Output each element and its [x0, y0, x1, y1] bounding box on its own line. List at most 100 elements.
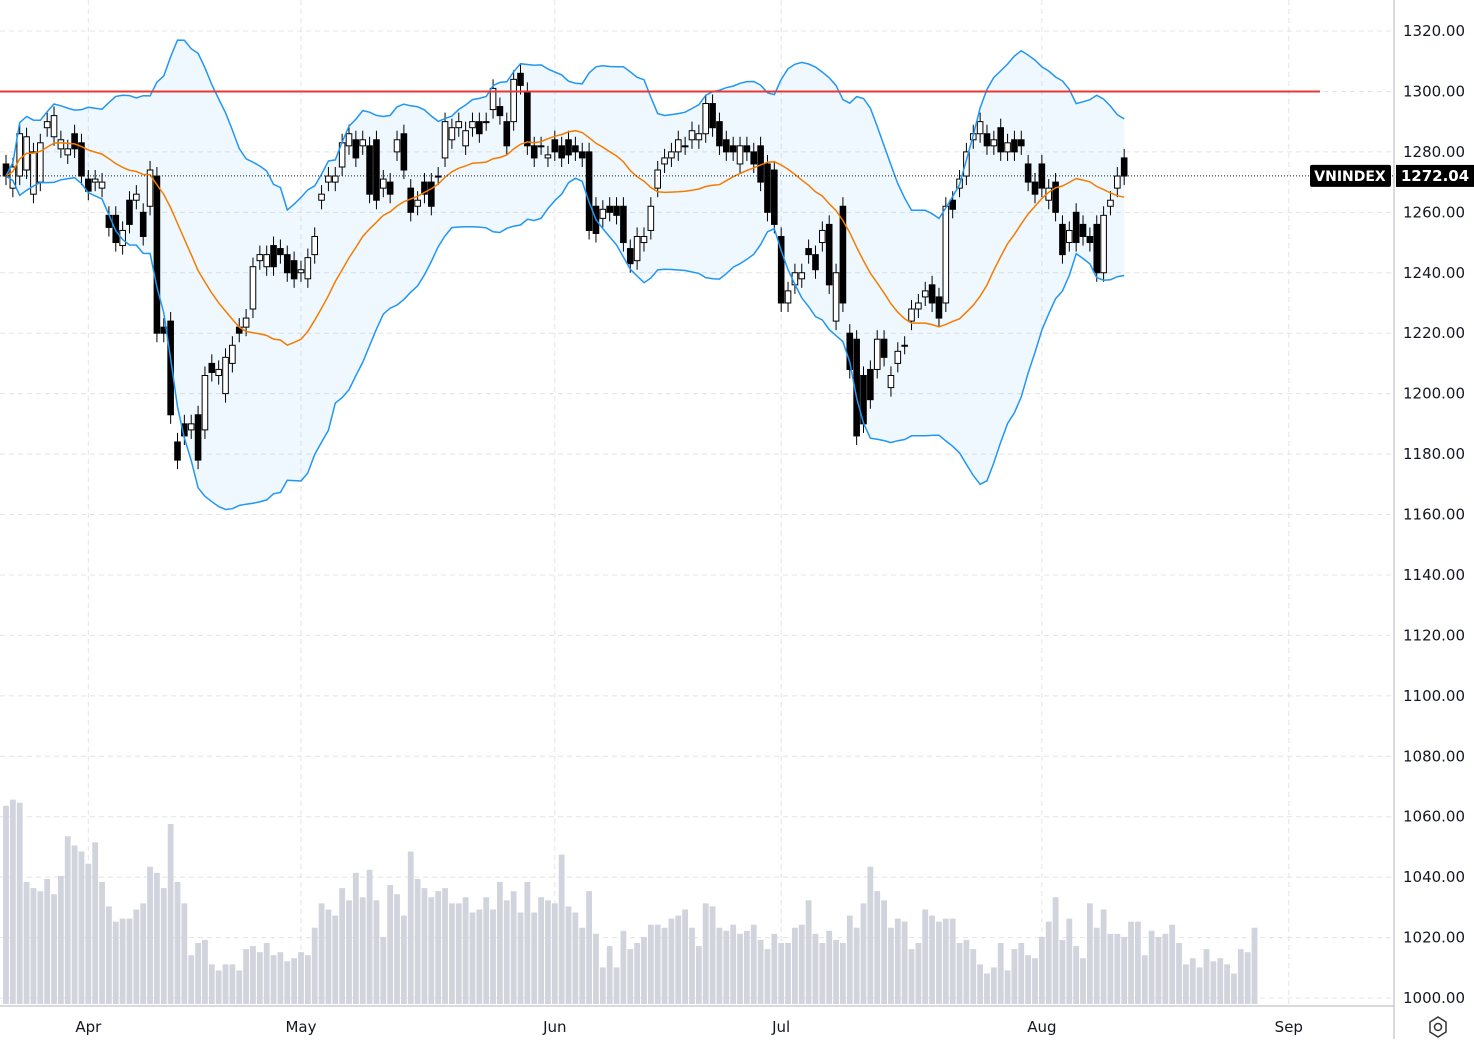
- volume-bar: [236, 970, 243, 1004]
- volume-bar: [483, 897, 490, 1004]
- time-axis[interactable]: AprMayJunJulAugSepOct: [0, 1005, 1474, 1036]
- volume-bar: [730, 924, 737, 1004]
- volume-bar: [812, 933, 819, 1004]
- volume-bar: [819, 943, 826, 1004]
- volume-bar: [1086, 903, 1093, 1004]
- candle-up: [599, 208, 607, 219]
- candle-up: [43, 121, 51, 129]
- candle-up: [915, 302, 922, 310]
- candle-down: [839, 205, 847, 304]
- candle-down: [935, 296, 943, 319]
- volume-bar: [1141, 955, 1148, 1004]
- volume-bar: [785, 943, 791, 1004]
- volume-bar: [915, 943, 922, 1004]
- candle-up: [640, 235, 648, 244]
- volume-bar: [263, 943, 270, 1004]
- volume-bar: [16, 802, 23, 1004]
- volume-bar: [579, 927, 586, 1004]
- volume-bar: [133, 909, 140, 1004]
- candle-up: [359, 139, 367, 147]
- volume-bar: [881, 900, 887, 1004]
- volume-bar: [599, 967, 606, 1004]
- price-tick-label: 1160.00: [1403, 506, 1465, 524]
- volume-bar: [1100, 909, 1107, 1004]
- candle-down: [880, 338, 888, 358]
- candle-down: [551, 139, 559, 153]
- volume-bar: [284, 961, 291, 1004]
- price-tick-label: 1240.00: [1403, 264, 1465, 282]
- price-tick-label: 1100.00: [1403, 687, 1465, 705]
- candle-down: [126, 199, 133, 225]
- volume-bar: [1210, 961, 1217, 1004]
- volume-bar: [702, 903, 709, 1004]
- volume-bar: [1237, 949, 1244, 1004]
- volume-bar: [894, 918, 901, 1004]
- candle-down: [729, 145, 737, 153]
- candle-up: [976, 121, 984, 135]
- candle-down: [1017, 139, 1025, 147]
- volume-bar: [860, 903, 867, 1004]
- candle-up: [9, 166, 17, 189]
- volume-bar: [963, 939, 970, 1004]
- candle-down: [153, 175, 161, 334]
- price-tick-label: 1180.00: [1403, 445, 1465, 463]
- volume-bar: [30, 888, 37, 1004]
- price-tick-label: 1020.00: [1403, 929, 1465, 947]
- volume-bar: [442, 888, 448, 1004]
- candle-up: [380, 178, 387, 189]
- volume-bar: [250, 946, 256, 1004]
- volume-bar: [565, 906, 572, 1004]
- candle-down: [373, 139, 380, 201]
- volume-bar: [119, 918, 126, 1004]
- volume-bar: [942, 918, 949, 1004]
- volume-bar: [805, 900, 812, 1004]
- candle-down: [613, 205, 620, 216]
- volume-bar: [888, 927, 894, 1004]
- candle-up: [1066, 229, 1073, 244]
- volume-bar: [270, 955, 277, 1004]
- candle-down: [764, 163, 771, 213]
- volume-bar: [167, 824, 174, 1004]
- candle-up: [1107, 199, 1114, 207]
- settings-icon[interactable]: [1424, 1014, 1452, 1040]
- candle-down: [270, 245, 277, 268]
- volume-bar: [476, 909, 483, 1004]
- candles: [2, 64, 1128, 470]
- price-tick-label: 1140.00: [1403, 566, 1465, 584]
- candle-up: [462, 130, 469, 147]
- volume-bar: [723, 930, 730, 1004]
- candle-up: [98, 181, 106, 189]
- settings-button[interactable]: [1424, 1014, 1452, 1040]
- volume-bar: [1148, 930, 1155, 1004]
- volume-bar: [400, 915, 407, 1004]
- candle-up: [249, 266, 257, 310]
- volume-bar: [37, 891, 44, 1004]
- volume-bar: [1073, 946, 1080, 1004]
- candle-up: [894, 350, 902, 364]
- candle-up: [784, 290, 792, 304]
- volume-bar: [929, 915, 935, 1004]
- price-axis[interactable]: 1320.00 1300.00 1280.00 1260.00 1240.00 1220.…: [1310, 0, 1474, 1039]
- volume-bar: [455, 903, 462, 1004]
- volume-bar: [202, 939, 208, 1004]
- price-tick-label: 1040.00: [1403, 868, 1465, 886]
- candle-down: [716, 121, 723, 147]
- volume-bar: [757, 939, 764, 1004]
- candle-down: [825, 223, 833, 286]
- volume-bar: [778, 943, 785, 1004]
- candle-down: [853, 338, 860, 437]
- candle-down: [606, 205, 613, 213]
- volume-bars: [3, 799, 1258, 1004]
- volume-bar: [1251, 927, 1258, 1004]
- volume-bar: [394, 894, 400, 1004]
- volume-bar: [654, 924, 661, 1004]
- price-tick-label: 1200.00: [1403, 385, 1465, 403]
- candle-up: [695, 133, 703, 141]
- volume-bar: [222, 964, 229, 1004]
- volume-bar: [51, 894, 57, 1004]
- volume-bar: [1231, 973, 1237, 1004]
- volume-bar: [551, 903, 558, 1004]
- volume-bar: [545, 900, 551, 1004]
